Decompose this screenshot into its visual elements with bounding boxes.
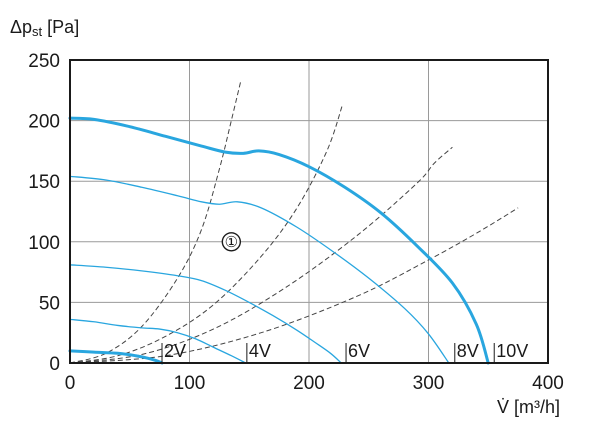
y-tick-label: 200 xyxy=(28,112,60,133)
x-tick-label: 300 xyxy=(413,373,445,394)
operating-point-marker: ① xyxy=(221,232,242,252)
fan-curves xyxy=(68,116,490,365)
system-curve xyxy=(69,80,242,364)
marker-circle xyxy=(221,232,242,252)
y-tick-label: 100 xyxy=(28,233,60,254)
x-tick-label: 100 xyxy=(174,373,206,394)
system-curve xyxy=(69,207,519,364)
marker-label: ① xyxy=(225,234,238,251)
y-tick-label: 50 xyxy=(39,293,60,314)
system-curve xyxy=(69,104,343,364)
fan-curve xyxy=(68,116,490,365)
y-tick-label: 250 xyxy=(28,51,60,72)
y-tick-label: 150 xyxy=(28,172,60,193)
system-curve xyxy=(69,146,453,364)
voltage-label: 4V xyxy=(249,341,271,361)
fan-curve xyxy=(69,318,247,364)
system-curves xyxy=(69,80,519,364)
y-tick-label: 0 xyxy=(49,354,60,375)
x-tick-label: 0 xyxy=(65,373,76,394)
x-tick-label: 400 xyxy=(532,373,564,394)
grid xyxy=(69,59,549,364)
voltage-label: 2V xyxy=(164,341,186,361)
x-tick-label: 200 xyxy=(293,373,325,394)
fan-curve xyxy=(69,264,342,364)
fan-curve xyxy=(68,349,164,365)
y-axis-label: Δpst [Pa] xyxy=(10,17,79,39)
voltage-label: 8V xyxy=(457,341,479,361)
voltage-label: 10V xyxy=(496,341,528,361)
plot-frame xyxy=(69,59,549,364)
x-axis-label: V̇ [m³/h] xyxy=(497,397,560,417)
voltage-label: 6V xyxy=(348,341,370,361)
tick-labels: 0 100 200 300 400 0 50 100 150 200 250 xyxy=(28,51,564,394)
voltage-labels: 10V 8V 6V 4V 2V xyxy=(161,341,528,363)
fan-curve xyxy=(69,175,450,364)
